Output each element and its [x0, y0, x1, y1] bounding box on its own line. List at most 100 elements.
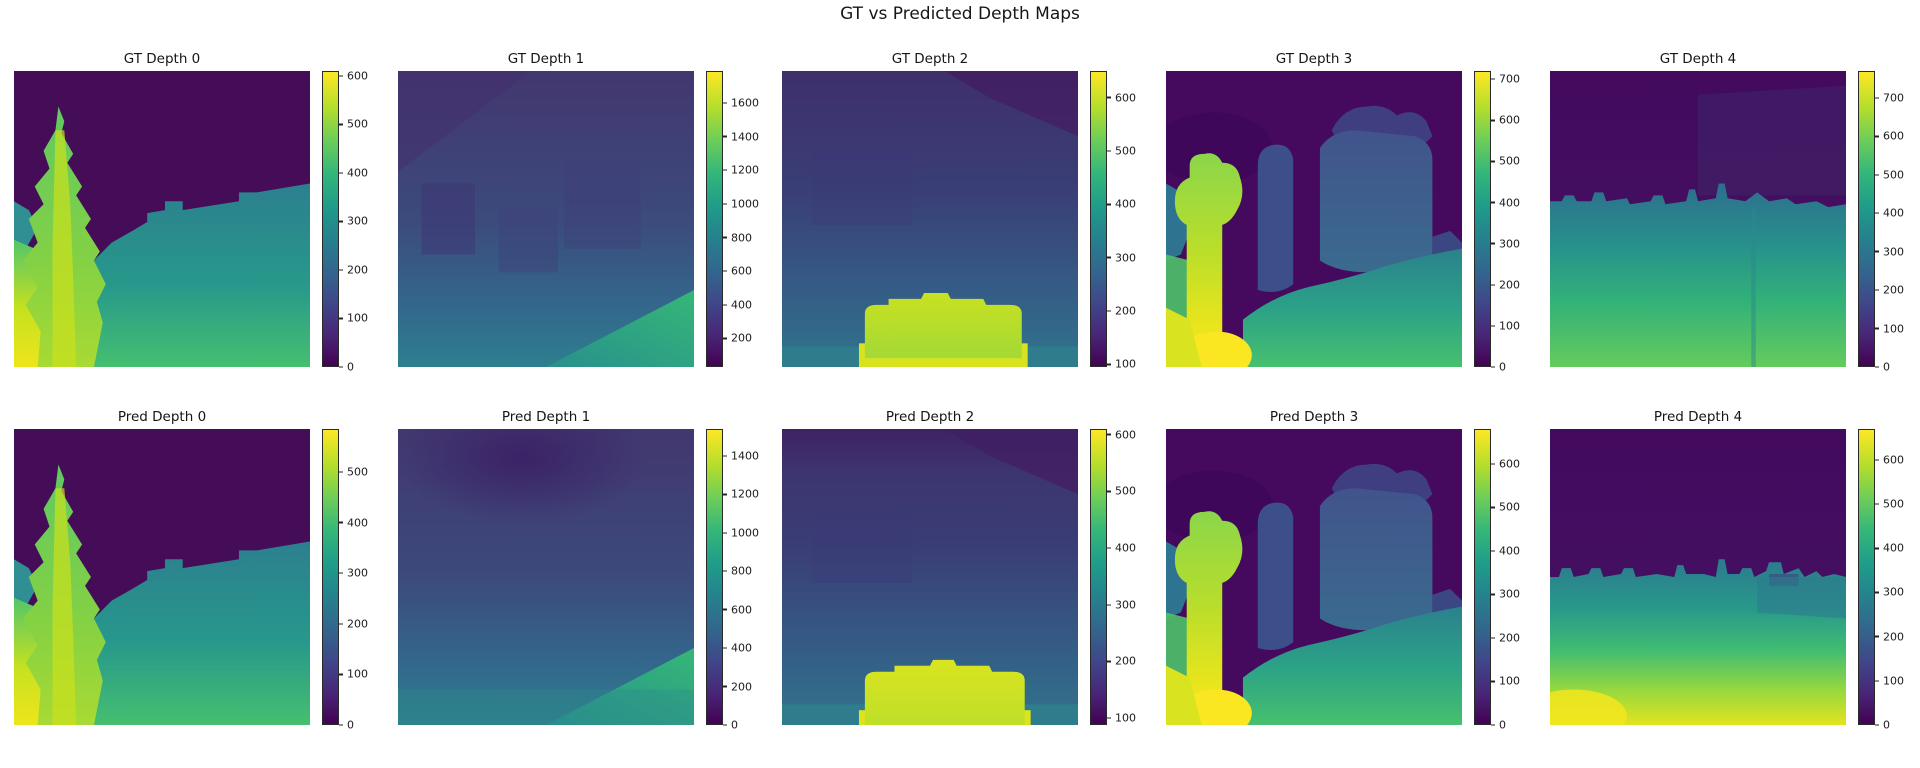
colorbar-tick: 300 — [1107, 251, 1136, 264]
panel-title: Pred Depth 4 — [1653, 409, 1743, 425]
panel-title: GT Depth 4 — [1659, 51, 1737, 67]
colorbar-tick: 500 — [1107, 145, 1136, 158]
colorbar-tick: 200 — [1107, 304, 1136, 317]
tick-mark — [1491, 593, 1495, 596]
panel-title: Pred Depth 3 — [1269, 409, 1359, 425]
colorbar-tick: 400 — [1875, 542, 1904, 555]
panel-pred-depth-3: Pred Depth 3 0 100 200 300 400 500 600 — [1152, 408, 1536, 732]
figure-title: GT vs Predicted Depth Maps — [840, 4, 1080, 24]
tick-mark — [1107, 604, 1111, 606]
colorbar-tick: 200 — [339, 263, 368, 276]
colorbar-tick: 500 — [1107, 485, 1136, 498]
tick-mark — [723, 647, 727, 649]
tick-label: 300 — [1499, 237, 1520, 251]
tick-label: 0 — [1883, 360, 1890, 374]
tick-mark — [339, 623, 343, 625]
tick-label: 400 — [1499, 196, 1520, 210]
tick-label: 300 — [1883, 585, 1904, 599]
tick-label: 400 — [1115, 197, 1136, 211]
tick-mark — [1107, 310, 1111, 312]
tick-label: 100 — [347, 311, 368, 325]
tick-mark — [1491, 242, 1495, 245]
tick-label: 1600 — [731, 96, 759, 110]
tick-label: 1200 — [731, 163, 759, 177]
tick-mark — [723, 135, 727, 138]
colorbar: 100 200 300 400 500 600 — [1090, 71, 1136, 371]
colorbar-tick: 300 — [339, 215, 368, 228]
tick-label: 200 — [1883, 630, 1904, 644]
colorbar-gradient — [706, 429, 723, 725]
tick-label: 200 — [731, 331, 752, 345]
colorbar-tick: 200 — [1491, 631, 1520, 644]
tick-label: 400 — [731, 641, 752, 655]
tick-mark — [1107, 717, 1111, 719]
tick-mark — [1107, 96, 1111, 99]
colorbar: 100 200 300 400 500 600 — [1090, 428, 1136, 725]
tick-label: 100 — [347, 667, 368, 681]
tick-label: 200 — [1499, 278, 1520, 292]
tick-mark — [1107, 256, 1111, 259]
colorbar-tick: 400 — [339, 166, 368, 179]
colorbar-tick: 600 — [1107, 91, 1136, 104]
tick-mark — [1491, 366, 1495, 368]
tick-mark — [723, 304, 727, 306]
tick-label: 600 — [347, 69, 368, 83]
colorbar-tick: 400 — [1107, 542, 1136, 555]
colorbar-tick: 0 — [339, 719, 354, 732]
depth-map-image — [1166, 71, 1462, 367]
colorbar-tick: 200 — [1875, 284, 1904, 297]
colorbar-tick: 0 — [1875, 361, 1890, 374]
colorbar-tick: 600 — [723, 265, 752, 278]
tick-mark — [339, 521, 343, 524]
colorbar-tick: 700 — [1491, 73, 1520, 86]
tick-mark — [1875, 327, 1879, 330]
tick-label: 700 — [1499, 72, 1520, 86]
panel-title: Pred Depth 1 — [501, 409, 591, 425]
colorbar: 0 100 200 300 400 500 600 — [1474, 429, 1520, 732]
tick-label: 300 — [347, 214, 368, 228]
colorbar-tick: 100 — [339, 668, 368, 681]
tick-mark — [723, 724, 727, 726]
colorbar-tick: 1600 — [723, 96, 759, 109]
tick-label: 400 — [347, 166, 368, 180]
tick-label: 800 — [731, 564, 752, 578]
panel-gt-depth-2: GT Depth 2 100 200 300 400 500 600 — [768, 50, 1152, 371]
colorbar-tick: 300 — [339, 567, 368, 580]
tick-mark — [723, 270, 727, 272]
panel-pred-depth-0: Pred Depth 0 0 100 200 300 400 500 — [0, 408, 384, 732]
colorbar-tick: 100 — [1107, 712, 1136, 725]
tick-label: 100 — [1115, 357, 1136, 371]
colorbar-gradient — [1858, 71, 1875, 367]
colorbar-tick: 400 — [1875, 207, 1904, 220]
colorbar-tick: 500 — [1491, 155, 1520, 168]
colorbar-tick: 0 — [1491, 361, 1506, 374]
colorbar-tick: 1200 — [723, 488, 759, 501]
colorbar-tick: 600 — [1491, 114, 1520, 127]
depth-map-image — [398, 429, 694, 725]
tick-mark — [1107, 660, 1111, 663]
panel-gt-depth-0: GT Depth 0 0 100 200 300 400 500 600 — [0, 50, 384, 374]
tick-mark — [723, 685, 727, 688]
tick-mark — [1875, 591, 1879, 594]
panel-pred-depth-2: Pred Depth 2 100 200 300 400 500 600 — [768, 408, 1152, 725]
tick-label: 500 — [1499, 154, 1520, 168]
tick-label: 100 — [1115, 711, 1136, 725]
tick-label: 500 — [1115, 484, 1136, 498]
colorbar-tick: 100 — [339, 312, 368, 325]
tick-label: 200 — [1883, 283, 1904, 297]
colorbar: 200 400 600 800 1000 1200 1400 1600 — [706, 71, 759, 367]
tick-label: 0 — [1499, 718, 1506, 732]
colorbar-tick: 100 — [1107, 358, 1136, 371]
colorbar-tick: 100 — [1875, 322, 1904, 335]
colorbar-tick: 300 — [1875, 586, 1904, 599]
tick-mark — [1491, 284, 1495, 286]
tick-mark — [1491, 506, 1495, 509]
tick-label: 600 — [1883, 129, 1904, 143]
colorbar-tick: 0 — [1875, 719, 1890, 732]
tick-mark — [1107, 490, 1111, 493]
tick-label: 400 — [347, 516, 368, 530]
tick-mark — [723, 203, 727, 205]
tick-mark — [1491, 325, 1495, 327]
colorbar: 0 100 200 300 400 500 600 700 — [1474, 71, 1520, 374]
